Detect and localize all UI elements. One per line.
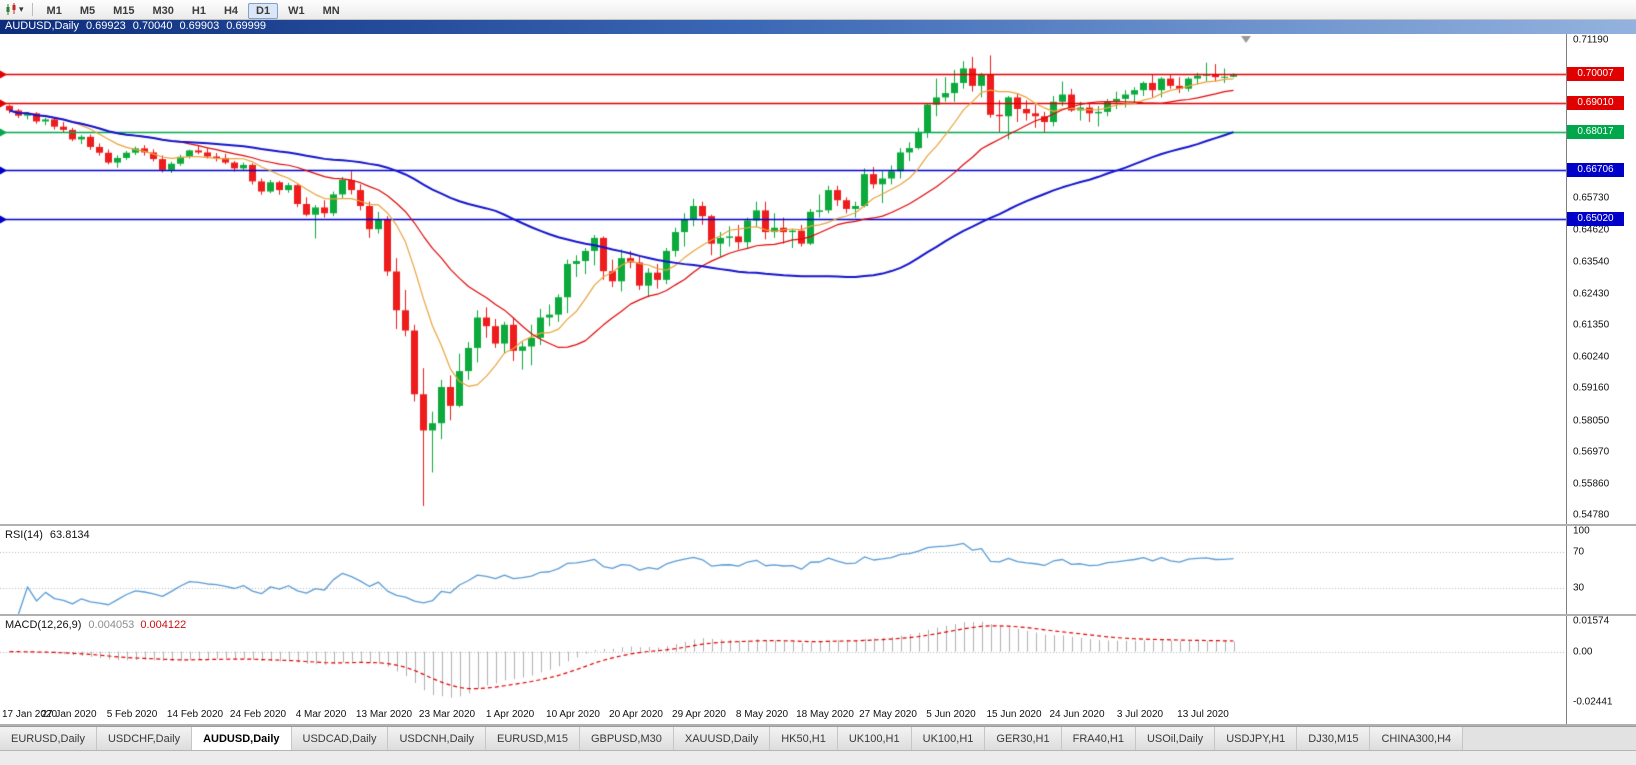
chart-tab-usdchf-daily[interactable]: USDCHF,Daily <box>96 727 193 750</box>
chart-dropdown-caret-icon[interactable]: ▾ <box>19 4 24 14</box>
chart-title-open: 0.69923 <box>85 20 126 32</box>
macd-label-text: MACD(12,26,9) <box>5 619 82 631</box>
x-axis-label: 3 Jul 2020 <box>1116 709 1164 720</box>
macd-indicator-label: MACD(12,26,9) 0.004053 0.004122 <box>5 619 186 631</box>
x-axis-label: 8 May 2020 <box>735 709 789 720</box>
chart-tab-china300-h4[interactable]: CHINA300,H4 <box>1370 727 1464 750</box>
x-axis-label: 13 Mar 2020 <box>355 709 413 720</box>
y-axis-tick: 0.62430 <box>1573 288 1610 300</box>
timeframe-button-m15[interactable]: M15 <box>113 4 135 17</box>
macd-axis-tick: -0.02441 <box>1573 696 1613 708</box>
price-level-label: 0.69010 <box>1567 96 1624 111</box>
x-axis-label: 5 Feb 2020 <box>106 709 158 720</box>
chart-tab-audusd-daily[interactable]: AUDUSD,Daily <box>192 727 292 750</box>
chart-tab-usoil-daily[interactable]: USOil,Daily <box>1135 727 1216 750</box>
chart-tab-uk100-h1[interactable]: UK100,H1 <box>837 727 912 750</box>
timeframe-button-m5[interactable]: M5 <box>79 4 96 17</box>
chart-title-symbol: AUDUSD,Daily <box>5 20 79 32</box>
x-axis-label: 4 Mar 2020 <box>295 709 347 720</box>
y-axis-tick: 0.64620 <box>1573 224 1610 236</box>
rsi-axis-tick: 70 <box>1573 546 1585 558</box>
chart-tab-gbpusd-m30[interactable]: GBPUSD,M30 <box>579 727 674 750</box>
x-axis-label: 20 Apr 2020 <box>609 709 663 720</box>
y-axis-tick: 0.58050 <box>1573 415 1610 427</box>
chart-tab-usdjpy-h1[interactable]: USDJPY,H1 <box>1215 727 1298 750</box>
x-axis-label: 24 Jun 2020 <box>1049 709 1105 720</box>
x-axis-label: 18 May 2020 <box>796 709 854 720</box>
x-axis-label: 15 Jun 2020 <box>986 709 1042 720</box>
timeframe-button-m30[interactable]: M30 <box>152 4 174 17</box>
rsi-value: 63.8134 <box>49 529 90 541</box>
y-axis-tick: 0.63540 <box>1573 256 1610 268</box>
x-axis-label: 14 Feb 2020 <box>166 709 224 720</box>
rsi-axis-tick: 30 <box>1573 582 1585 594</box>
chart-tab-xauusd-daily[interactable]: XAUUSD,Daily <box>673 727 771 750</box>
chart-type-icon[interactable] <box>5 3 18 16</box>
chart-tab-fra40-h1[interactable]: FRA40,H1 <box>1061 727 1136 750</box>
status-bar <box>0 750 1636 765</box>
y-axis-tick: 0.59160 <box>1573 382 1610 394</box>
toolbar-separator <box>31 3 33 16</box>
chart-tab-bar: EURUSD,Daily USDCHF,Daily AUDUSD,Daily USDC… <box>0 726 1636 750</box>
price-level-label: 0.66706 <box>1567 162 1624 177</box>
chart-window-title-bar[interactable]: AUDUSD,Daily 0.69923 0.70040 0.69903 0.6… <box>0 20 1636 34</box>
timeframe-button-mn[interactable]: MN <box>322 4 340 17</box>
price-level-label: 0.65020 <box>1567 211 1624 226</box>
time-axis[interactable]: 17 Jan 2020 27 Jan 2020 5 Feb 2020 14 Feb 2… <box>0 706 1566 724</box>
y-axis-tick: 0.55860 <box>1573 478 1610 490</box>
chart-tab-eurusd-m15[interactable]: EURUSD,M15 <box>486 727 580 750</box>
chart-bottom-border <box>0 724 1636 726</box>
y-axis-tick: 0.65730 <box>1573 192 1610 204</box>
x-axis-label: 1 Apr 2020 <box>485 709 535 720</box>
chart-tab-uk100-h1[interactable]: UK100,H1 <box>911 727 986 750</box>
chart-tab-hk50-h1[interactable]: HK50,H1 <box>770 727 838 750</box>
x-axis-label: 10 Apr 2020 <box>546 709 600 720</box>
x-axis-label: 23 Mar 2020 <box>418 709 476 720</box>
timeframe-button-h1[interactable]: H1 <box>191 4 206 17</box>
chart-tab-usdcnh-daily[interactable]: USDCNH,Daily <box>388 727 487 750</box>
main-price-chart-canvas[interactable] <box>0 34 1566 524</box>
x-axis-label: 17 Jan 2020 <box>2 709 58 720</box>
timeframe-button-w1[interactable]: W1 <box>288 4 305 17</box>
timeframe-button-h4[interactable]: H4 <box>223 4 239 17</box>
macd-signal-value: 0.004122 <box>140 619 187 631</box>
timeframe-button-d1[interactable]: D1 <box>248 2 279 19</box>
price-level-label: 0.68017 <box>1567 124 1624 139</box>
y-axis-tick: 0.71190 <box>1573 34 1609 46</box>
y-axis-tick: 0.61350 <box>1573 319 1610 331</box>
chart-tab-usdcad-daily[interactable]: USDCAD,Daily <box>291 727 389 750</box>
chart-tab-dj30-m15[interactable]: DJ30,M15 <box>1297 727 1371 750</box>
macd-axis-tick: 0.01574 <box>1573 615 1610 627</box>
price-level-label: 0.70007 <box>1567 67 1624 82</box>
y-axis-tick: 0.56970 <box>1573 446 1610 458</box>
panel-splitter-rsi[interactable] <box>0 524 1636 526</box>
toolbar: ▾ M1 M5 M15 M30 H1 H4 D1 W1 MN <box>0 0 1636 20</box>
macd-axis-tick: 0.00 <box>1573 646 1593 658</box>
chart-tab-eurusd-daily[interactable]: EURUSD,Daily <box>0 727 97 750</box>
chart-tab-ger30-h1[interactable]: GER30,H1 <box>985 727 1062 750</box>
x-axis-label: 27 May 2020 <box>859 709 917 720</box>
timeframe-button-group: M1 M5 M15 M30 H1 H4 D1 W1 MN <box>38 1 349 19</box>
panel-splitter-macd[interactable] <box>0 614 1636 616</box>
x-axis-label: 5 Jun 2020 <box>926 709 976 720</box>
x-axis-label: 27 Jan 2020 <box>41 709 97 720</box>
y-axis-tick: 0.54780 <box>1573 509 1610 521</box>
macd-indicator-canvas[interactable] <box>0 616 1566 706</box>
y-axis-tick: 0.60240 <box>1573 351 1610 363</box>
rsi-indicator-canvas[interactable] <box>0 526 1566 614</box>
rsi-label-text: RSI(14) <box>5 529 43 541</box>
chart-title-close: 0.69999 <box>226 20 267 32</box>
x-axis-label: 13 Jul 2020 <box>1177 709 1229 720</box>
x-axis-label: 29 Apr 2020 <box>672 709 726 720</box>
timeframe-button-m1[interactable]: M1 <box>46 4 62 17</box>
chart-title-high: 0.70040 <box>132 20 173 32</box>
candlestick-chart-icon <box>6 3 16 15</box>
x-axis-label: 24 Feb 2020 <box>229 709 287 720</box>
chart-title-low: 0.69903 <box>179 20 220 32</box>
rsi-axis-tick: 100 <box>1573 525 1590 537</box>
rsi-indicator-label: RSI(14) 63.8134 <box>5 529 90 541</box>
macd-main-value: 0.004053 <box>88 619 135 631</box>
price-axis[interactable]: 0.71190 0.65730 0.64620 0.63540 0.62430 0.613… <box>1566 34 1636 724</box>
